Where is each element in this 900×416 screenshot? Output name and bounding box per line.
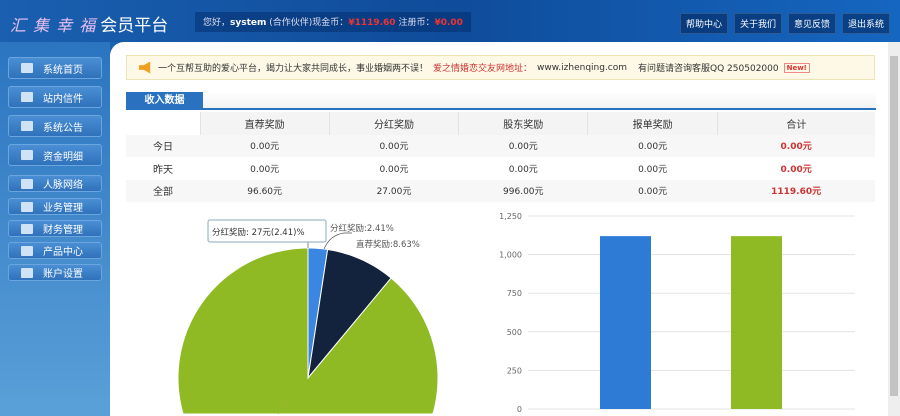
sidebar: 系统首页站内信件系统公告资金明细人脉网络业务管理财务管理产品中心账户设置: [0, 42, 110, 416]
sidebar-item-7[interactable]: 产品中心: [8, 242, 102, 259]
calendar-icon: [21, 121, 33, 131]
pie-chart: 分红奖励:2.41% 直荐奖励:8.63% 分红奖励: 27元(2.41)%: [177, 219, 439, 415]
about-button[interactable]: 关于我们: [733, 13, 782, 34]
scrollbar[interactable]: [888, 42, 900, 416]
scrollbar-thumb[interactable]: [890, 56, 898, 396]
table-row: 昨天 0.00元 0.00元 0.00元 0.00元 0.00元: [126, 157, 875, 180]
column-header: 分红奖励: [328, 112, 459, 135]
table-cell: 今日: [126, 134, 200, 157]
sidebar-item-2[interactable]: 系统公告: [8, 115, 102, 137]
logo: 汇 集 幸 福会员平台: [10, 16, 169, 36]
table-cell: 昨天: [153, 164, 173, 176]
label-leader: [323, 232, 352, 250]
label-leader: [277, 399, 289, 415]
data-label: 直荐奖励:8.63%: [356, 239, 420, 250]
table-cell: 0.00元: [587, 134, 718, 157]
sidebar-item-4[interactable]: 人脉网络: [8, 175, 102, 192]
tab-bar: 收入数据: [126, 92, 876, 110]
clock-icon: [21, 223, 33, 234]
column-header: 股东奖励: [458, 112, 588, 135]
y-tick-label: 500: [507, 328, 522, 337]
sidebar-item-5[interactable]: 业务管理: [8, 198, 102, 215]
notice-bar: 一个互帮互助的爱心平台，竭力让大家共同成长，事业婚姻两不误！ 爱之情婚恋交友网地…: [126, 55, 875, 80]
tooltip: [207, 219, 327, 243]
tab-income[interactable]: 收入数据: [126, 92, 203, 110]
bar-0[interactable]: [600, 236, 651, 409]
table-cell: 27.00元: [329, 179, 459, 202]
column-header: 报单奖励: [587, 112, 718, 135]
table-cell: 0.00元: [379, 164, 409, 175]
y-tick-label: 250: [507, 366, 522, 375]
table-cell: 0.00元: [780, 164, 812, 175]
home-icon: [21, 63, 33, 73]
sidebar-item-3[interactable]: 资金明细: [8, 144, 102, 166]
tooltip-text: 分红奖励: 27元(2.41)%: [212, 227, 305, 238]
column-header: [126, 112, 200, 135]
new-badge: New!: [783, 62, 810, 73]
column-header: 直荐奖励: [199, 112, 330, 135]
table-row: 今日 0.00元 0.00元 0.00元 0.00元 0.00元: [126, 134, 875, 157]
cart-icon: [21, 245, 33, 256]
income-table: 直荐奖励 分红奖励 股东奖励 报单奖励 合计 今日 0.00元 0.00元 0.00元 0.00元…: [126, 112, 875, 202]
speaker-icon: [139, 61, 151, 74]
feedback-button[interactable]: 意见反馈: [787, 13, 836, 34]
contact-icon: [21, 201, 33, 212]
bar-chart: 0 250 500 750 1,000 1,250: [499, 212, 855, 414]
table-cell: 96.60元: [200, 179, 330, 202]
sidebar-item-8[interactable]: 账户设置: [8, 264, 102, 281]
column-header: 合计: [716, 112, 875, 135]
sidebar-item-6[interactable]: 财务管理: [8, 220, 102, 237]
y-tick-label: 1,250: [499, 212, 522, 221]
table-row: 全部 96.60元 27.00元 996.00元 0.00元 1119.60元: [126, 179, 875, 202]
y-tick-label: 750: [507, 289, 522, 298]
money-icon: [21, 150, 33, 160]
help-button[interactable]: 帮助中心: [679, 13, 728, 34]
table-cell: 0.00元: [458, 134, 588, 157]
table-cell: 0.00元: [717, 134, 875, 157]
pie-slice-直荐奖励[interactable]: [307, 248, 392, 380]
user-info: 您好，system (合作伙伴)现金币：¥1119.60 注册币：¥0.00: [195, 12, 471, 32]
table-cell: 996.00元: [458, 179, 588, 202]
table-cell: 0.00元: [329, 134, 459, 157]
y-tick-label: 0: [517, 405, 522, 414]
user-icon: [21, 178, 33, 189]
logout-button[interactable]: 退出系统: [841, 13, 890, 34]
y-tick-label: 1,000: [499, 251, 522, 260]
mail-icon: [21, 92, 33, 102]
top-nav: 帮助中心 关于我们 意见反馈 退出系统: [679, 13, 890, 34]
site-link[interactable]: www.izhenqing.com: [537, 62, 628, 73]
table-cell: 全部: [126, 179, 200, 202]
table-cell: 0.00元: [638, 164, 668, 175]
table-cell: 1119.60元: [717, 179, 875, 202]
table-cell: 0.00元: [587, 179, 718, 202]
sidebar-item-0[interactable]: 系统首页: [8, 57, 102, 79]
gear-icon: [21, 267, 33, 278]
table-cell: 0.00元: [508, 164, 538, 175]
bar-1[interactable]: [731, 236, 782, 409]
table-cell: 0.00元: [200, 134, 330, 157]
header: 汇 集 幸 福会员平台 您好，system (合作伙伴)现金币：¥1119.60…: [0, 0, 900, 42]
sidebar-item-1[interactable]: 站内信件: [8, 86, 102, 108]
table-cell: 0.00元: [250, 164, 280, 175]
main-content: 一个互帮互助的爱心平台，竭力让大家共同成长，事业婚姻两不误！ 爱之情婚恋交友网地…: [110, 42, 888, 416]
pie-slice-股东奖励[interactable]: [177, 247, 439, 415]
data-label: 分红奖励:2.41%: [330, 223, 394, 234]
